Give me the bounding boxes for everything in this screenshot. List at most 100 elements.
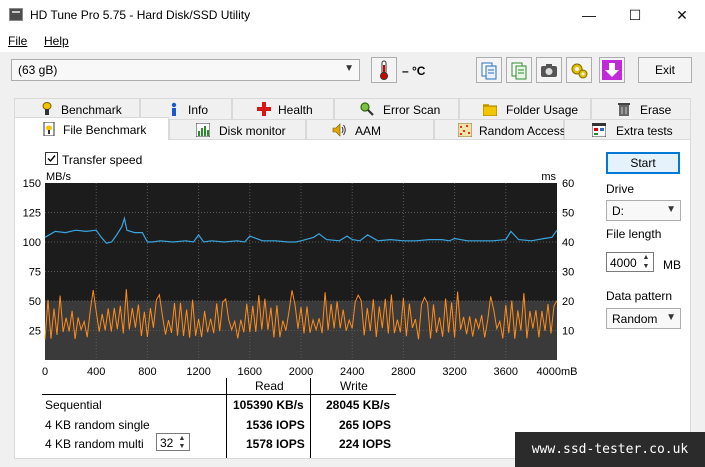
extra-tests-icon xyxy=(592,123,606,137)
spin-down-icon[interactable]: ▼ xyxy=(642,263,650,270)
x-tick: 2000 xyxy=(289,366,313,378)
trash-icon xyxy=(618,103,630,116)
spin-down-icon[interactable]: ▼ xyxy=(178,443,186,450)
tab-file-benchmark[interactable]: File Benchmark xyxy=(14,117,169,140)
x-tick: 400 xyxy=(87,366,105,378)
tab-health[interactable]: Health xyxy=(232,98,334,119)
drive-combo-value: D: xyxy=(612,204,624,218)
tab-info[interactable]: Info xyxy=(140,98,232,119)
tab-row-bottom: File Benchmark Disk monitor AAM Random A… xyxy=(14,117,691,140)
row-label: 4 KB random single xyxy=(45,418,150,432)
y-tick-right: 30 xyxy=(562,267,574,279)
data-pattern-value: Random xyxy=(612,312,658,326)
tab-aam[interactable]: AAM xyxy=(306,119,434,140)
y-axis-left-title: MB/s xyxy=(46,171,72,183)
data-pattern-combo[interactable]: Random ▼ xyxy=(606,308,681,329)
chevron-down-icon: ▼ xyxy=(344,63,354,74)
write-value: 28045 KB/s xyxy=(326,398,391,412)
tab-erase[interactable]: Erase xyxy=(591,98,691,119)
tab-benchmark-label: Benchmark xyxy=(61,103,122,117)
y-tick-left: 50 xyxy=(29,296,41,308)
copy-text-icon xyxy=(481,62,497,80)
transfer-speed-checkbox[interactable] xyxy=(45,152,58,165)
read-header: Read xyxy=(255,379,284,393)
checkmark-icon xyxy=(47,155,56,163)
screenshot-button[interactable] xyxy=(536,57,562,83)
title-bar xyxy=(0,0,705,30)
drive-combo[interactable]: D: ▼ xyxy=(606,200,681,221)
spin-up-icon[interactable]: ▲ xyxy=(178,435,186,442)
start-button[interactable]: Start xyxy=(606,152,680,174)
x-tick: 3600 xyxy=(494,366,518,378)
write-header: Write xyxy=(340,379,368,393)
health-cross-icon xyxy=(257,102,271,116)
spin-up-icon[interactable]: ▲ xyxy=(642,254,650,261)
tab-row-top: Benchmark Info Health Error Scan Folder … xyxy=(14,98,691,119)
tab-disk-monitor[interactable]: Disk monitor xyxy=(169,119,306,140)
tab-error-scan-label: Error Scan xyxy=(383,103,441,117)
save-button[interactable] xyxy=(599,57,625,83)
x-tick: 1200 xyxy=(186,366,210,378)
transfer-speed-chart: MB/s ms 25 50 75 100 125 150 10 20 30 40 50 60 0 400 800… xyxy=(23,171,578,378)
maximize-button[interactable]: ☐ xyxy=(628,7,642,23)
info-icon xyxy=(171,102,177,116)
x-tick: 2400 xyxy=(340,366,364,378)
tab-file-benchmark-label: File Benchmark xyxy=(63,123,147,137)
file-length-unit: MB xyxy=(663,258,681,272)
window-title: HD Tune Pro 5.75 - Hard Disk/SSD Utility xyxy=(30,8,251,22)
copy-info-button[interactable] xyxy=(506,57,532,83)
transfer-speed-line xyxy=(44,216,558,244)
minimize-button[interactable]: — xyxy=(582,7,596,23)
file-length-input[interactable]: 4000 ▲ ▼ xyxy=(606,252,654,272)
y-tick-left: 25 xyxy=(29,326,41,338)
exit-button[interactable]: Exit xyxy=(638,57,692,83)
magnifier-icon xyxy=(360,102,374,116)
x-tick: 800 xyxy=(138,366,156,378)
close-button[interactable]: ✕ xyxy=(676,7,688,23)
tab-folder-usage-label: Folder Usage xyxy=(506,103,579,117)
y-tick-right: 40 xyxy=(562,237,574,249)
data-pattern-label: Data pattern xyxy=(606,289,673,303)
tab-extra-tests[interactable]: Extra tests xyxy=(564,119,691,140)
read-value: 1578 IOPS xyxy=(246,437,305,451)
y-tick-left: 100 xyxy=(23,237,41,249)
y-tick-left: 75 xyxy=(29,267,41,279)
write-value: 265 IOPS xyxy=(339,418,392,432)
tab-erase-label: Erase xyxy=(640,103,672,117)
tab-random-access[interactable]: Random Access xyxy=(434,119,566,140)
menu-bar xyxy=(0,30,705,52)
x-tick: 2800 xyxy=(391,366,415,378)
thermometer-icon xyxy=(371,57,397,83)
gear-icon xyxy=(571,63,588,79)
tab-aam-label: AAM xyxy=(355,124,382,138)
table-header-rule xyxy=(42,394,396,395)
transfer-speed-label: Transfer speed xyxy=(62,153,143,167)
tab-extra-tests-label: Extra tests xyxy=(616,124,673,138)
options-button[interactable] xyxy=(566,57,592,83)
menu-help[interactable]: Help xyxy=(44,34,69,48)
y-axis-right-title: ms xyxy=(541,171,556,183)
menu-help-label: Help xyxy=(44,34,69,48)
tab-random-access-label: Random Access xyxy=(479,124,566,138)
table-divider-1 xyxy=(226,378,227,458)
tab-error-scan[interactable]: Error Scan xyxy=(334,98,459,119)
drive-select[interactable]: (63 gB) ▼ xyxy=(11,59,360,81)
queue-depth-value: 32 xyxy=(160,436,174,450)
speaker-icon xyxy=(332,123,346,137)
x-tick: 1600 xyxy=(238,366,262,378)
random-access-icon xyxy=(458,123,472,137)
drive-label: Drive xyxy=(606,182,635,196)
queue-depth-input[interactable]: 32 ▲ ▼ xyxy=(156,433,190,451)
chevron-down-icon: ▼ xyxy=(666,204,676,215)
menu-file-label: File xyxy=(8,34,28,48)
write-value: 224 IOPS xyxy=(339,437,392,451)
read-value: 105390 KB/s xyxy=(233,398,304,412)
menu-file[interactable]: File xyxy=(8,34,27,48)
tab-folder-usage[interactable]: Folder Usage xyxy=(459,98,591,119)
benchmark-icon xyxy=(42,102,52,115)
tab-benchmark[interactable]: Benchmark xyxy=(14,98,140,119)
read-value: 1536 IOPS xyxy=(246,418,305,432)
tab-health-label: Health xyxy=(278,103,313,117)
watermark: www.ssd-tester.co.uk xyxy=(515,432,705,467)
copy-text-button[interactable] xyxy=(476,57,502,83)
